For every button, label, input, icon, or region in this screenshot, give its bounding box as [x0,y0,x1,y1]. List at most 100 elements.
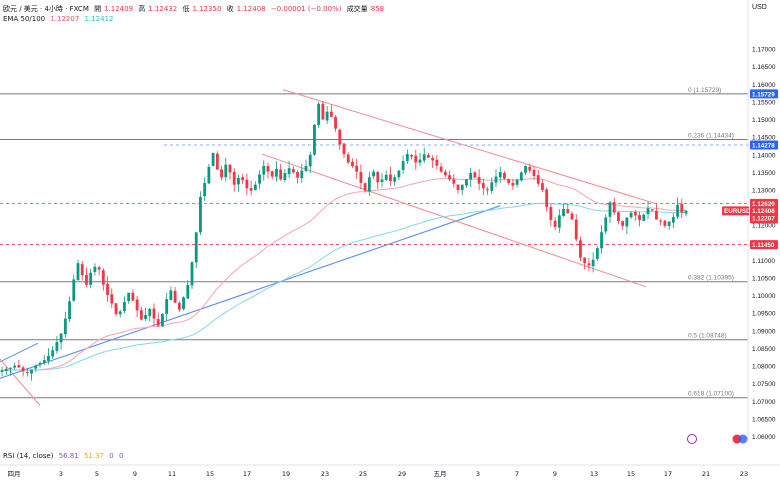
candle-body[interactable] [570,213,574,220]
candle-body[interactable] [334,116,337,129]
candle-body[interactable] [13,365,17,368]
candle-body[interactable] [443,171,447,176]
candles-layer[interactable] [0,101,688,381]
candle-body[interactable] [144,314,147,319]
candle-body[interactable] [680,203,684,213]
candle-body[interactable] [279,169,283,180]
candle-body[interactable] [612,202,616,213]
candle-body[interactable] [4,368,8,372]
channel-left-line[interactable] [0,358,41,406]
candle-body[interactable] [131,292,135,301]
candle-body[interactable] [557,215,561,228]
candle-body[interactable] [595,248,599,259]
candle-body[interactable] [224,164,228,178]
candle-body[interactable] [237,178,240,185]
candle-body[interactable] [156,319,160,326]
candle-body[interactable] [448,175,451,180]
candle-body[interactable] [317,103,321,125]
candle-body[interactable] [300,170,304,179]
candle-body[interactable] [363,183,367,191]
candle-body[interactable] [507,179,511,183]
candle-body[interactable] [9,367,12,369]
candle-body[interactable] [93,266,97,273]
candle-body[interactable] [72,279,76,301]
candle-body[interactable] [215,153,219,170]
candle-body[interactable] [85,274,88,285]
candle-body[interactable] [249,188,253,191]
candle-body[interactable] [460,184,464,191]
candle-body[interactable] [414,155,418,163]
candle-body[interactable] [545,189,549,207]
channel-lower-line[interactable] [261,153,647,288]
candle-body[interactable] [296,172,299,178]
candle-body[interactable] [397,170,401,178]
ascending-trendline[interactable] [0,205,501,379]
candle-body[interactable] [553,220,557,227]
candle-body[interactable] [342,143,346,155]
candle-body[interactable] [456,184,460,190]
candle-body[interactable] [625,217,629,227]
candle-body[interactable] [401,161,405,170]
candle-body[interactable] [270,171,274,177]
candle-body[interactable] [359,171,363,183]
candle-body[interactable] [325,111,329,121]
candle-body[interactable] [536,175,540,184]
candle-body[interactable] [182,297,185,310]
candle-body[interactable] [642,214,646,221]
candle-body[interactable] [127,292,131,301]
candle-body[interactable] [245,179,249,189]
candle-body[interactable] [89,272,93,285]
lightning-icon[interactable] [687,434,697,444]
candle-body[interactable] [207,166,211,184]
candle-body[interactable] [528,166,532,171]
candle-body[interactable] [194,232,198,263]
candle-body[interactable] [498,172,502,178]
candle-body[interactable] [118,311,122,315]
candle-body[interactable] [17,365,21,368]
candle-body[interactable] [199,197,202,233]
candle-body[interactable] [410,154,413,157]
candle-body[interactable] [38,362,42,365]
candle-body[interactable] [465,179,468,186]
candle-body[interactable] [42,360,46,363]
event-icons[interactable] [687,434,748,444]
candle-body[interactable] [519,172,523,181]
time-axis[interactable]: 四月 3 5 9 11 15 17 19 23 25 29 五月 3 7 9 13 15 17 21 23 [0,464,780,478]
event-flag-icon[interactable] [738,434,748,444]
candle-body[interactable] [541,183,544,190]
candle-body[interactable] [177,302,181,310]
candle-body[interactable] [633,211,637,216]
candle-body[interactable] [351,162,354,167]
candle-body[interactable] [228,164,232,173]
candle-body[interactable] [258,174,261,184]
ema-legend[interactable]: EMA 50/100 1.12207 1.12412 [3,15,116,23]
candle-body[interactable] [473,172,477,178]
candle-body[interactable] [481,183,485,189]
candle-body[interactable] [97,267,101,270]
candle-body[interactable] [515,179,519,185]
candle-body[interactable] [469,173,473,180]
candle-body[interactable] [676,204,679,217]
candle-body[interactable] [59,333,63,343]
candle-body[interactable] [646,208,650,215]
candle-body[interactable] [139,310,143,320]
candle-body[interactable] [262,166,266,175]
candle-body[interactable] [566,209,570,214]
candle-body[interactable] [600,232,603,249]
candle-body[interactable] [376,172,380,183]
candle-body[interactable] [439,166,443,172]
ascending-trendline-short[interactable] [0,342,39,363]
candle-body[interactable] [283,173,287,181]
candle-body[interactable] [380,179,384,182]
candle-body[interactable] [51,350,55,357]
candle-body[interactable] [211,153,215,166]
candle-body[interactable] [241,177,245,181]
candle-body[interactable] [266,166,270,172]
candle-body[interactable] [190,262,194,286]
candle-body[interactable] [372,171,375,177]
candle-body[interactable] [110,294,114,304]
candle-body[interactable] [621,221,625,226]
price-axis[interactable]: 1.17000 1.16500 1.16000 1.15500 1.15000 1.145… [722,0,778,441]
candle-body[interactable] [203,182,207,197]
candle-body[interactable] [604,217,608,232]
